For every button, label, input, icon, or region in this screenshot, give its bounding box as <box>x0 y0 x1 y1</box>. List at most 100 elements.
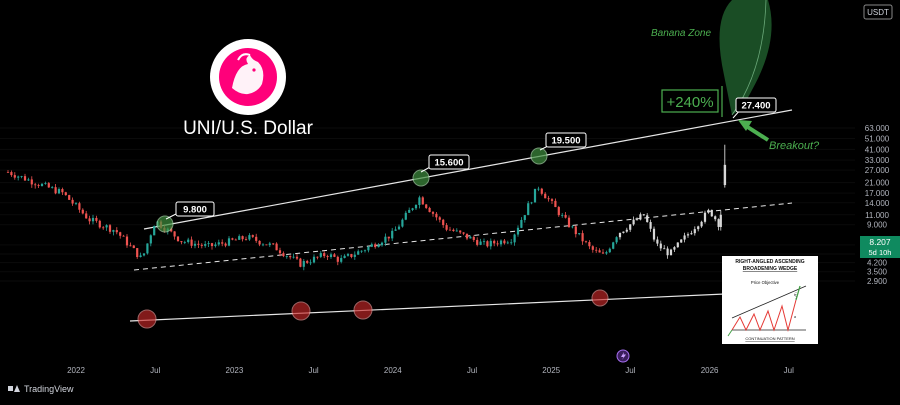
y-tick-label: 3.500 <box>867 268 888 277</box>
candle-body <box>74 203 78 205</box>
candle-body <box>319 253 322 257</box>
candle-body <box>533 188 537 203</box>
candle-body <box>557 207 560 216</box>
candle-body <box>85 213 88 219</box>
candle-body <box>598 250 601 253</box>
y-tick-label: 14.000 <box>865 199 890 208</box>
candle-body <box>105 225 108 228</box>
candle-body <box>719 214 722 227</box>
y-tick-label: 33.000 <box>865 156 890 165</box>
candle-body <box>615 237 618 243</box>
candle-body <box>153 226 156 236</box>
candle-body <box>224 243 227 246</box>
inset-diagram: RIGHT-ANGLED ASCENDING BROADENING WEDGE … <box>722 256 818 344</box>
candle-body <box>649 222 652 229</box>
candle-body <box>183 242 186 243</box>
touch-circle-bottom-3 <box>353 300 373 320</box>
candle-body <box>707 209 710 213</box>
candle-body <box>30 179 33 185</box>
candle-body <box>6 171 10 173</box>
candle-body <box>520 219 523 228</box>
candle-body <box>197 243 200 245</box>
candle-body <box>659 243 662 249</box>
x-tick-label: Jul <box>625 366 635 375</box>
candle-body <box>204 244 207 246</box>
candle-body <box>425 204 428 208</box>
candle-body <box>717 219 720 227</box>
candle-body <box>438 217 441 220</box>
candle-body <box>227 238 231 246</box>
x-tick-label: Jul <box>150 366 160 375</box>
candle-body <box>91 217 95 222</box>
candle-body <box>418 197 421 205</box>
pct-label: +240% <box>666 94 713 111</box>
candle-body <box>40 183 44 186</box>
candle-body <box>387 236 390 239</box>
candle-body <box>431 212 435 214</box>
x-tick-label: 2025 <box>542 366 560 375</box>
uniswap-logo <box>210 39 286 115</box>
y-tick-label: 17.000 <box>865 189 890 198</box>
candle-body <box>404 212 407 220</box>
tradingview-logo[interactable]: TradingView <box>8 384 74 394</box>
y-tick-label: 41.000 <box>865 145 890 154</box>
candle-body <box>612 242 615 249</box>
candle-body <box>683 235 686 240</box>
candle-body <box>71 199 74 204</box>
candle-body <box>697 226 700 230</box>
candle-body <box>13 175 16 178</box>
candle-body <box>34 184 37 186</box>
candle-body <box>632 219 635 225</box>
candle-body <box>513 234 516 243</box>
candle-body <box>411 208 414 210</box>
candle-body <box>377 245 380 248</box>
candle-body <box>680 239 683 243</box>
candle-body <box>669 249 673 256</box>
tradingview-icon <box>8 385 20 393</box>
pct-box <box>661 89 719 113</box>
banana-zone-shape <box>719 0 772 115</box>
candle-body <box>581 233 584 242</box>
candle-body <box>119 232 122 236</box>
candle-body <box>142 253 146 256</box>
candle-body <box>187 239 190 243</box>
x-tick-label: Jul <box>308 366 318 375</box>
candle-body <box>81 209 84 214</box>
touch-circle-bottom-2 <box>291 301 311 321</box>
candle-body <box>51 187 54 188</box>
candle-body <box>561 214 564 216</box>
candle-body <box>642 214 645 216</box>
candle-body <box>333 254 336 257</box>
candle-body <box>625 229 628 232</box>
candle-body <box>139 255 142 258</box>
candle-body <box>207 243 210 245</box>
candle-body <box>88 218 91 222</box>
candle-body <box>360 250 363 252</box>
candle-body <box>601 252 605 254</box>
x-tick-label: 2022 <box>67 366 85 375</box>
candle-body <box>530 202 533 204</box>
candle-body <box>312 256 316 263</box>
candle-body <box>639 214 642 220</box>
candle-body <box>363 250 367 252</box>
candle-body <box>537 188 540 190</box>
candle-body <box>248 235 251 240</box>
candle-body <box>112 230 115 232</box>
svg-text:a: a <box>794 315 796 319</box>
candle-body <box>428 207 431 213</box>
y-tick-label: 51.000 <box>865 134 890 143</box>
candle-body <box>272 243 275 245</box>
candle-body <box>173 231 176 237</box>
candle-body <box>605 252 608 254</box>
candle-body <box>493 240 496 244</box>
candle-body <box>282 253 285 257</box>
x-tick-label: 2024 <box>384 366 402 375</box>
current-price-value: 8.207 <box>869 237 891 247</box>
candle-body <box>584 241 588 243</box>
x-axis: 2022 Jul 2023 Jul 2024 Jul 2025 Jul 2026 Jul <box>67 366 794 375</box>
candle-body <box>523 215 526 220</box>
candle-body <box>710 209 713 217</box>
